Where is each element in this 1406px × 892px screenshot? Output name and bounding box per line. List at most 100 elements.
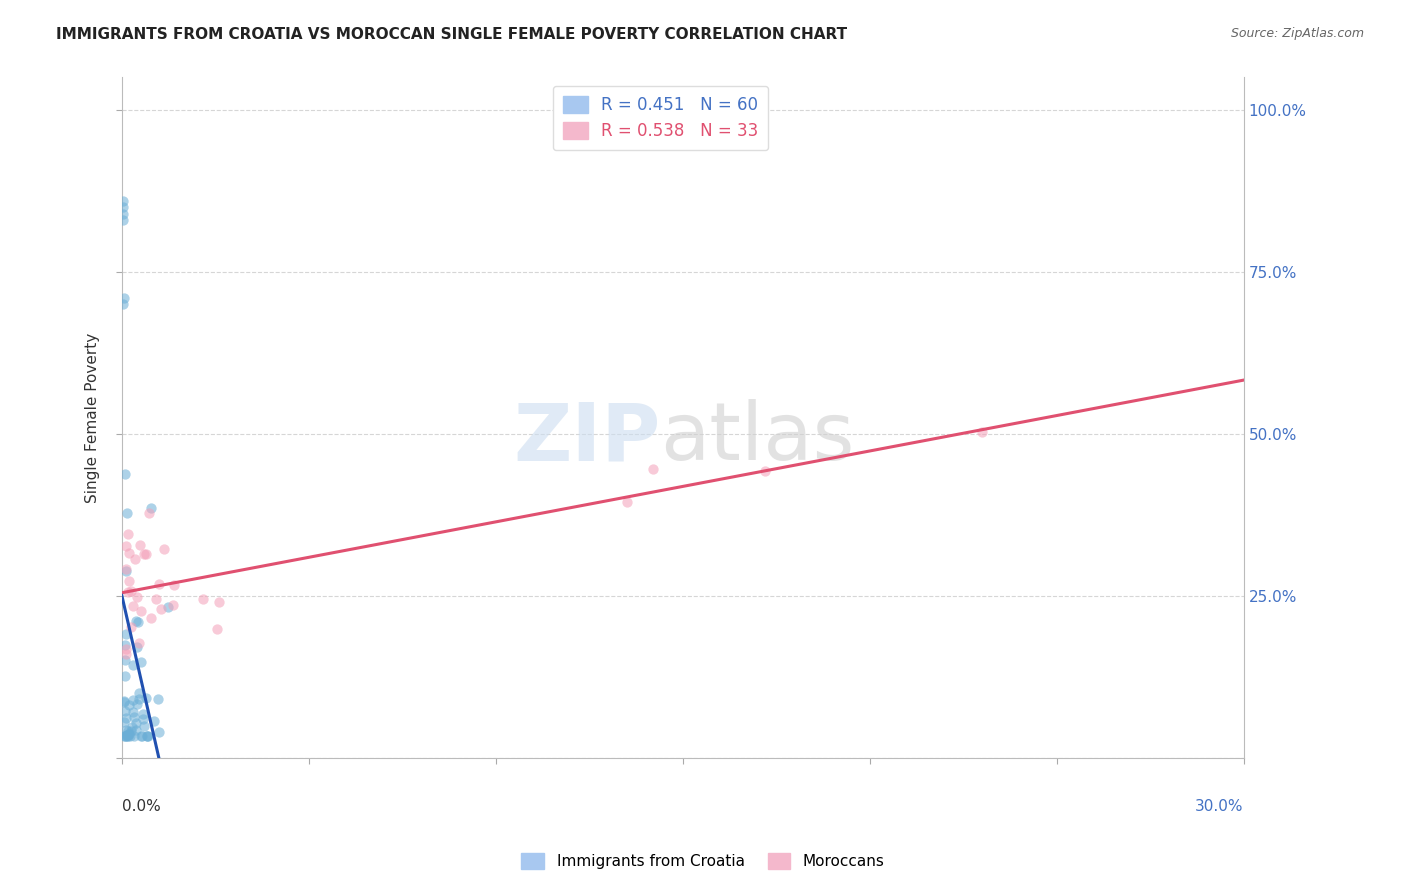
Point [754, 464, 776, 478]
Point [121, 599, 143, 613]
Point [136, 729, 159, 743]
Point [117, 527, 139, 541]
Point [127, 591, 149, 605]
Point [139, 501, 162, 516]
Point [122, 729, 145, 743]
Point [120, 729, 142, 743]
Point [115, 728, 138, 742]
Point [128, 692, 150, 706]
Point [132, 712, 155, 726]
Point [125, 698, 148, 712]
Point [111, 194, 134, 208]
Point [111, 200, 134, 214]
Point [115, 641, 138, 656]
Point [132, 706, 155, 721]
Point [125, 640, 148, 654]
Point [163, 578, 186, 592]
Legend: Immigrants from Croatia, Moroccans: Immigrants from Croatia, Moroccans [516, 847, 890, 875]
Point [114, 723, 136, 738]
Point [131, 729, 153, 743]
Point [156, 600, 179, 615]
Text: 0.0%: 0.0% [122, 799, 160, 814]
Point [114, 729, 136, 743]
Point [114, 711, 136, 725]
Point [120, 723, 142, 738]
Point [134, 547, 156, 561]
Point [129, 655, 152, 669]
Point [114, 704, 136, 718]
Point [115, 729, 138, 743]
Point [112, 213, 135, 227]
Point [118, 698, 141, 712]
Point [128, 636, 150, 650]
Point [114, 729, 136, 743]
Point [146, 692, 169, 706]
Point [208, 595, 231, 609]
Point [127, 615, 149, 629]
Text: ZIP: ZIP [513, 400, 661, 477]
Text: IMMIGRANTS FROM CROATIA VS MOROCCAN SINGLE FEMALE POVERTY CORRELATION CHART: IMMIGRANTS FROM CROATIA VS MOROCCAN SING… [56, 27, 848, 42]
Point [135, 691, 157, 706]
Point [120, 583, 142, 598]
Point [121, 693, 143, 707]
Point [117, 729, 139, 743]
Point [148, 577, 170, 591]
Point [112, 695, 135, 709]
Point [118, 546, 141, 560]
Point [114, 647, 136, 661]
Point [128, 538, 150, 552]
Point [191, 592, 214, 607]
Point [136, 729, 159, 743]
Point [121, 720, 143, 734]
Point [112, 694, 135, 708]
Point [118, 574, 141, 588]
Point [122, 709, 145, 723]
Point [114, 467, 136, 481]
Point [117, 724, 139, 739]
Y-axis label: Single Female Poverty: Single Female Poverty [86, 333, 100, 503]
Point [162, 598, 184, 612]
Point [125, 723, 148, 737]
Point [149, 602, 172, 616]
Point [115, 507, 138, 521]
Point [124, 552, 146, 566]
Point [112, 714, 135, 729]
Point [138, 506, 160, 520]
Point [117, 726, 139, 740]
Point [124, 716, 146, 731]
Point [143, 714, 166, 728]
Point [114, 638, 136, 652]
Point [118, 727, 141, 741]
Point [112, 291, 135, 305]
Point [114, 652, 136, 666]
Text: Source: ZipAtlas.com: Source: ZipAtlas.com [1230, 27, 1364, 40]
Point [125, 614, 148, 628]
Point [135, 547, 157, 561]
Point [114, 562, 136, 576]
Point [121, 657, 143, 672]
Point [120, 620, 142, 634]
Point [112, 729, 135, 743]
Point [114, 669, 136, 683]
Point [132, 719, 155, 733]
Point [114, 564, 136, 578]
Point [117, 585, 139, 599]
Legend: R = 0.451   N = 60, R = 0.538   N = 33: R = 0.451 N = 60, R = 0.538 N = 33 [553, 86, 768, 151]
Point [145, 591, 167, 606]
Point [121, 705, 143, 719]
Text: atlas: atlas [661, 400, 855, 477]
Point [114, 626, 136, 640]
Point [128, 686, 150, 700]
Point [129, 729, 152, 743]
Point [135, 729, 157, 743]
Point [148, 725, 170, 739]
Point [970, 425, 993, 439]
Point [139, 611, 162, 625]
Point [616, 495, 638, 509]
Point [207, 622, 229, 636]
Point [111, 206, 134, 220]
Point [641, 462, 664, 476]
Point [152, 541, 174, 556]
Point [112, 297, 135, 311]
Point [129, 604, 152, 618]
